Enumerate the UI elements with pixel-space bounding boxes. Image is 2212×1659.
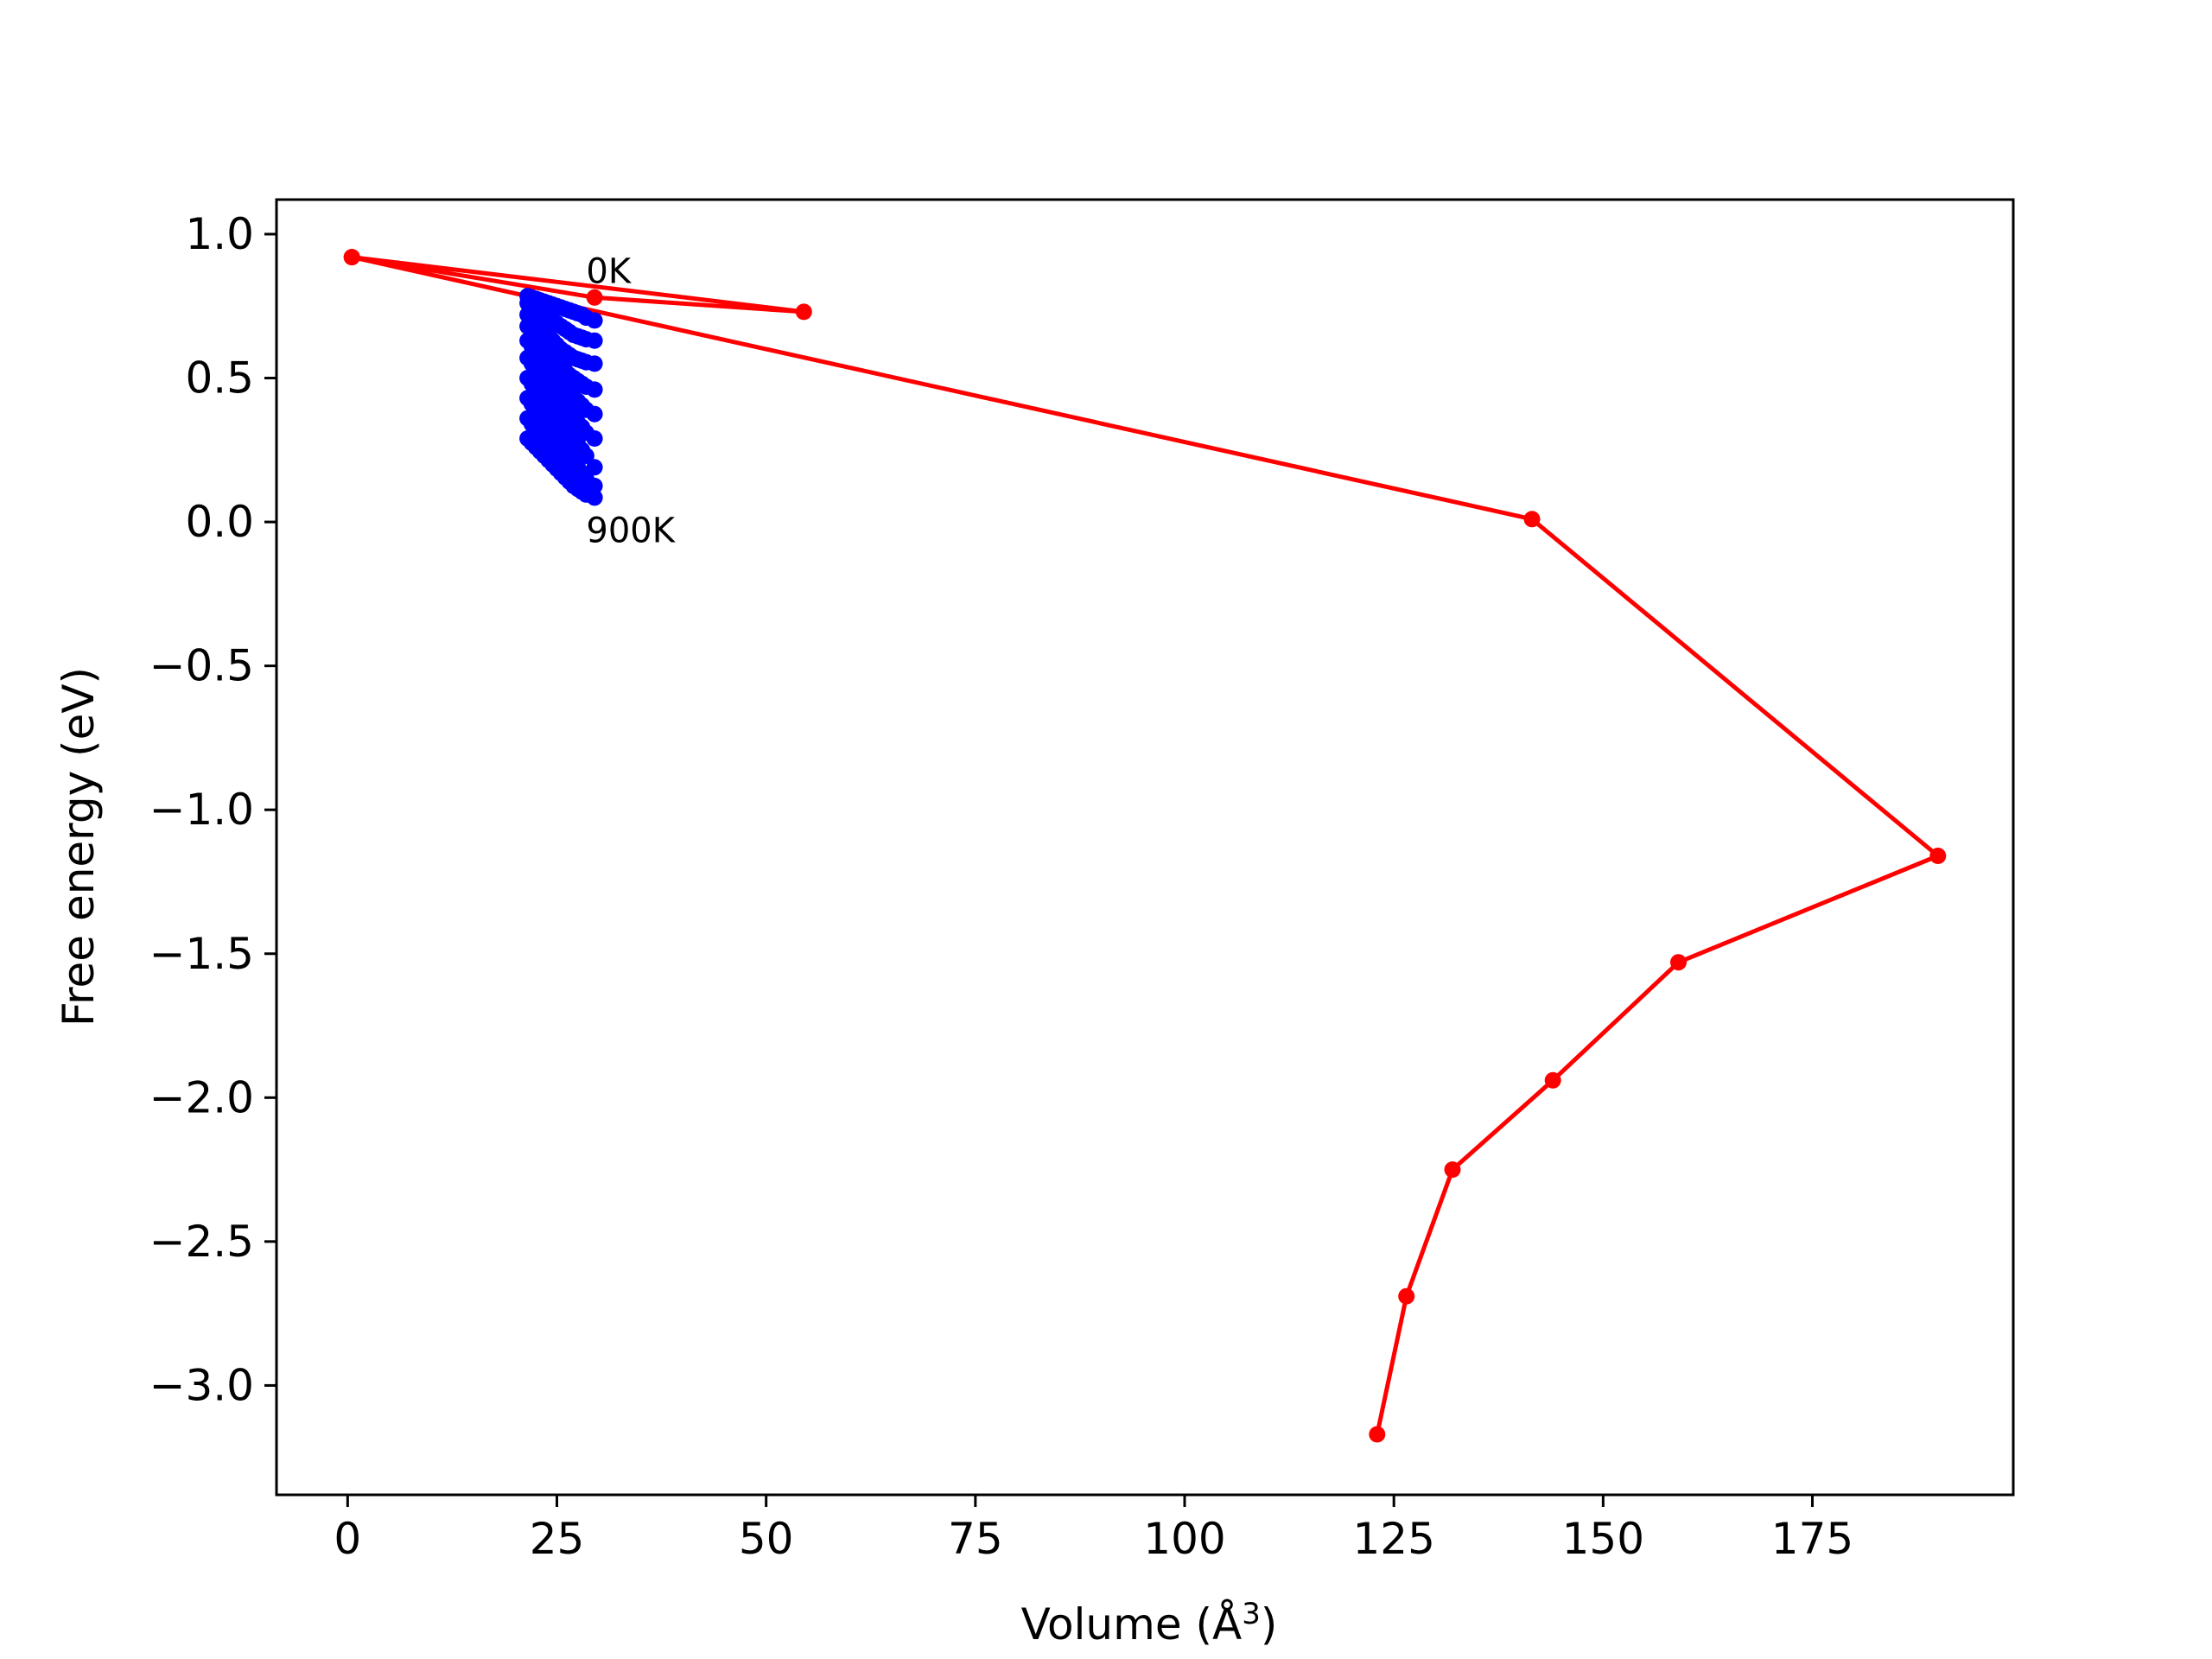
y-tick-label: −2.0 [149, 1072, 254, 1122]
y-tick-label: −2.5 [149, 1217, 254, 1267]
x-tick-label: 125 [1352, 1514, 1434, 1564]
y-axis-ticks: 1.0 0.5 0.0 −0.5 −1.0 −1.5 −2.0 −2.5 −3.0 [149, 209, 276, 1410]
series-0-point [586, 289, 603, 306]
annotation-label: 900K [586, 511, 676, 550]
y-tick-label: −0.5 [149, 641, 254, 691]
y-tick-label: 0.5 [185, 353, 254, 404]
x-tick-label: 150 [1562, 1514, 1644, 1564]
x-tick-label: 75 [948, 1514, 1003, 1564]
series-7-point [586, 459, 603, 476]
series-0-point [343, 249, 360, 266]
series-3-point [586, 355, 603, 372]
series-6-point [586, 430, 603, 447]
y-tick-label: 0.0 [185, 497, 254, 547]
y-tick-label: 1.0 [185, 209, 254, 259]
y-axis-label: Free energy (eV) [54, 667, 104, 1027]
y-tick-label: −1.5 [149, 929, 254, 979]
series-4-point [586, 381, 603, 398]
series-0-point [1544, 1071, 1561, 1089]
x-tick-label: 175 [1771, 1514, 1853, 1564]
series-0-point [795, 303, 812, 321]
x-axis-label-superscript: 3 [1242, 1597, 1261, 1631]
x-tick-label: 0 [334, 1514, 361, 1564]
x-tick-label: 100 [1143, 1514, 1225, 1564]
series-0-point [1523, 511, 1541, 528]
series-10-point [586, 489, 603, 506]
x-tick-label: 50 [739, 1514, 794, 1564]
series-1-point [586, 312, 603, 329]
x-axis-label: Volume (Å3) [1021, 1597, 1278, 1649]
series-0-point [1444, 1161, 1461, 1179]
series-0-point [1929, 848, 1947, 864]
x-tick-label: 25 [530, 1514, 585, 1564]
y-tick-label: −1.0 [149, 785, 254, 835]
series-layer [343, 249, 1947, 1443]
series-2-point [586, 332, 603, 349]
series-5-point [586, 405, 603, 423]
series-0-point [1398, 1287, 1415, 1305]
x-axis-label-main: Volume (Å [1021, 1599, 1243, 1649]
x-axis-label-close: ) [1261, 1599, 1278, 1649]
plot-frame [275, 198, 2015, 1497]
x-axis-ticks: 0 25 50 75 100 125 150 175 [334, 1495, 1853, 1564]
y-tick-label: −3.0 [149, 1360, 254, 1410]
series-0-point [1670, 954, 1687, 971]
annotations: 0K 900K [586, 252, 676, 551]
series-0-point [1369, 1426, 1386, 1443]
annotation-label: 0K [586, 252, 632, 292]
series-7-point [577, 448, 594, 464]
